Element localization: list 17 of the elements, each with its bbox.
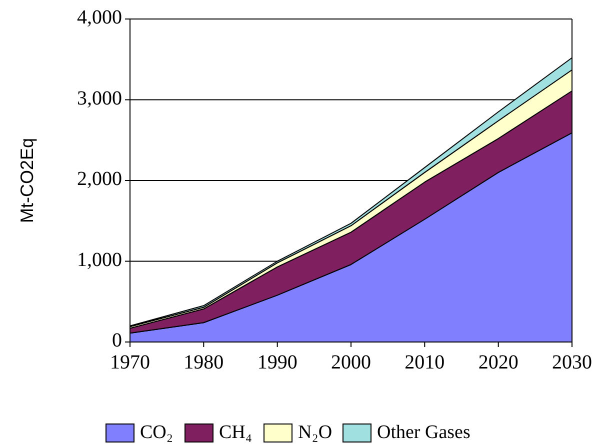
legend-label: CO₂ <box>140 422 174 444</box>
legend-label: Other Gases <box>377 422 470 444</box>
x-tick-label: 2030 <box>552 352 592 374</box>
x-tick-label: 2020 <box>478 352 518 374</box>
y-tick-label: 2,000 <box>77 168 122 190</box>
x-tick-label: 2010 <box>404 352 445 374</box>
x-tick-label: 1970 <box>110 352 150 374</box>
legend-label: CH₄ <box>219 422 252 444</box>
y-tick-label: 1,000 <box>77 248 122 271</box>
x-tick-label: 2000 <box>331 352 371 374</box>
legend-label: N₂O <box>298 422 332 444</box>
y-tick-label: 3,000 <box>77 87 122 110</box>
x-tick-label: 1980 <box>184 352 224 374</box>
y-tick-label: 0 <box>112 330 122 352</box>
x-tick-label: 1990 <box>257 352 298 374</box>
y-tick-label: 4,000 <box>77 6 122 29</box>
y-axis-title: Mt-CO2Eq <box>16 138 37 224</box>
